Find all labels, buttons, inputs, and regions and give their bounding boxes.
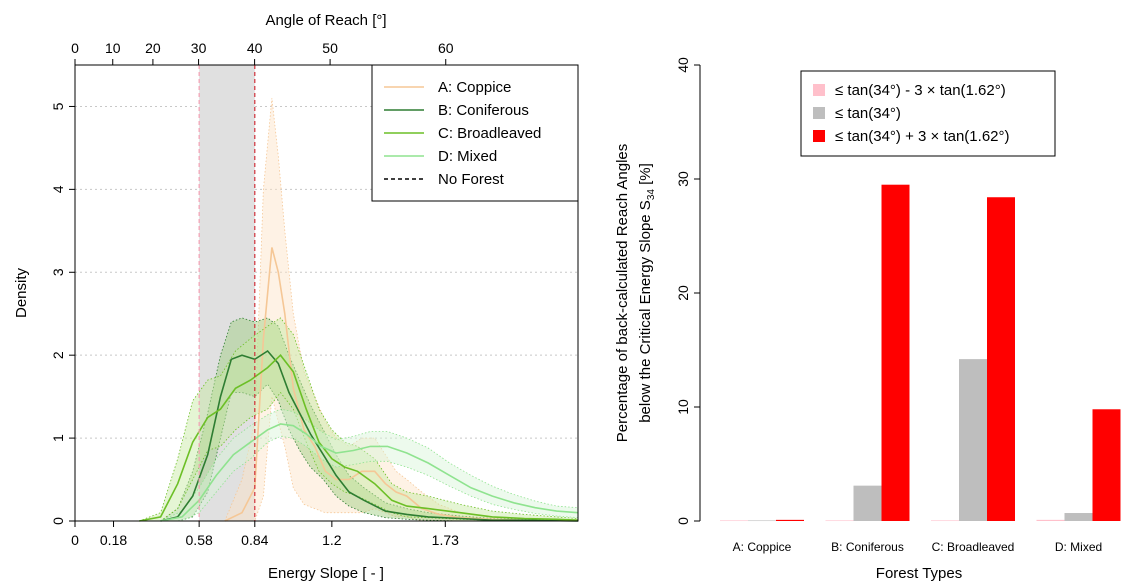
band-lower-edge-1 bbox=[160, 383, 578, 522]
bar-3-2 bbox=[1092, 409, 1121, 521]
bar-2-2 bbox=[987, 197, 1015, 522]
y-tick-label: 1 bbox=[50, 434, 66, 442]
density-chart: 0 0.18 0.58 0.84 1.2 1.73 0 1 2 3 4 5 0 10 20 30 40 50 6… bbox=[13, 12, 579, 582]
bar-y-axis-title-line1: Percentage of back-calculated Reach Angl… bbox=[614, 144, 631, 443]
bar-y-tick-label: 0 bbox=[675, 517, 691, 525]
bar-chart: 0 10 20 30 40 A: Coppice B: Coniferous C: Broa… bbox=[614, 57, 1121, 582]
category-label: D: Mixed bbox=[1055, 540, 1102, 554]
density-plot-frame bbox=[74, 64, 579, 522]
top-tick-label: 50 bbox=[322, 40, 338, 56]
y-tick-label: 0 bbox=[50, 517, 66, 525]
bar-legend-box bbox=[800, 70, 1056, 157]
x-tick-label: 0.84 bbox=[241, 532, 268, 548]
legend-swatch bbox=[813, 130, 825, 142]
x-tick-label: 0.58 bbox=[186, 532, 213, 548]
top-tick-label: 40 bbox=[247, 40, 263, 56]
top-tick-label: 30 bbox=[191, 40, 207, 56]
x-tick-label: 0.18 bbox=[100, 532, 127, 548]
top-axis: 0 10 20 30 40 50 60 bbox=[71, 40, 454, 65]
legend-label: D: Mixed bbox=[438, 148, 497, 165]
legend-label: ≤ tan(34°) bbox=[835, 105, 901, 122]
top-tick-label: 0 bbox=[71, 40, 79, 56]
confidence-band-3 bbox=[160, 409, 578, 521]
x-tick-label: 0 bbox=[71, 532, 79, 548]
category-label: A: Coppice bbox=[733, 540, 792, 554]
bar-y-tick-label: 30 bbox=[675, 171, 691, 187]
top-tick-label: 10 bbox=[105, 40, 121, 56]
bar-legend: ≤ tan(34°) - 3 × tan(1.62°) ≤ tan(34°) ≤ t… bbox=[800, 70, 1056, 157]
ylabel2-suffix: [%] bbox=[637, 163, 654, 189]
bar-0-1 bbox=[748, 520, 776, 522]
band-upper-edge-2 bbox=[139, 317, 579, 522]
bottom-axis: 0 0.18 0.58 0.84 1.2 1.73 bbox=[71, 521, 459, 548]
legend-label: C: Broadleaved bbox=[438, 125, 541, 142]
y-tick-label: 3 bbox=[50, 268, 66, 276]
x-tick-label: 1.73 bbox=[432, 532, 459, 548]
legend-label: A: Coppice bbox=[438, 79, 511, 96]
legend-swatch bbox=[813, 84, 825, 96]
x-tick-label: 1.2 bbox=[322, 532, 342, 548]
density-legend-entries: A: Coppice B: Coniferous C: Broadleaved D: … bbox=[384, 79, 541, 188]
density-line-3 bbox=[160, 423, 579, 522]
top-tick-label: 60 bbox=[438, 40, 454, 56]
reference-lines bbox=[198, 65, 256, 521]
density-line-2 bbox=[139, 354, 579, 522]
bar-2-1 bbox=[959, 359, 987, 521]
bar-y-tick-label: 10 bbox=[675, 399, 691, 415]
bar-1-1 bbox=[853, 485, 882, 521]
density-line-1 bbox=[160, 349, 579, 522]
density-lines bbox=[139, 247, 579, 522]
band-upper-edge-3 bbox=[160, 408, 579, 522]
y-tick-label: 4 bbox=[50, 185, 66, 193]
density-y-axis-title: Density bbox=[13, 267, 30, 318]
left-axis: 0 1 2 3 4 5 bbox=[50, 102, 75, 525]
y-tick-label: 2 bbox=[50, 351, 66, 359]
bar-y-tick-label: 40 bbox=[675, 57, 691, 73]
bar-left-axis: 0 10 20 30 40 bbox=[675, 57, 701, 525]
bar-x-axis-title: Forest Types bbox=[876, 565, 962, 582]
bar-2-0 bbox=[931, 520, 959, 522]
bar-1-2 bbox=[881, 184, 910, 521]
bar-legend-entries: ≤ tan(34°) - 3 × tan(1.62°) ≤ tan(34°) ≤ t… bbox=[813, 82, 1010, 145]
bar-3-0 bbox=[1036, 519, 1065, 521]
confidence-band-2 bbox=[139, 317, 578, 521]
bar-category-labels: A: Coppice B: Coniferous C: Broadleaved D: … bbox=[733, 540, 1103, 554]
legend-label: ≤ tan(34°) + 3 × tan(1.62°) bbox=[835, 128, 1010, 145]
density-top-axis-title: Angle of Reach [°] bbox=[265, 12, 386, 29]
density-legend: A: Coppice B: Coniferous C: Broadleaved D: … bbox=[371, 64, 579, 202]
category-label: B: Coniferous bbox=[831, 540, 904, 554]
density-gridlines bbox=[75, 105, 578, 439]
density-x-axis-title: Energy Slope [ - ] bbox=[268, 565, 384, 582]
bar-0-0 bbox=[720, 520, 748, 522]
bar-group bbox=[720, 184, 1121, 522]
legend-label: ≤ tan(34°) - 3 × tan(1.62°) bbox=[835, 82, 1006, 99]
ylabel2-subscript: 34 bbox=[646, 189, 657, 201]
bar-0-2 bbox=[776, 519, 804, 521]
category-label: C: Broadleaved bbox=[932, 540, 1015, 554]
ylabel2-main: below the Critical Energy Slope S bbox=[637, 200, 654, 423]
legend-label: No Forest bbox=[438, 171, 505, 188]
bar-y-tick-label: 20 bbox=[675, 285, 691, 301]
bar-3-1 bbox=[1064, 513, 1093, 521]
bar-1-0 bbox=[825, 520, 854, 522]
legend-swatch bbox=[813, 107, 825, 119]
top-tick-label: 20 bbox=[145, 40, 161, 56]
y-tick-label: 5 bbox=[50, 102, 66, 110]
density-line-0 bbox=[224, 247, 525, 522]
legend-label: B: Coniferous bbox=[438, 102, 529, 119]
bar-y-axis-title-line2: below the Critical Energy Slope S34 [%] bbox=[637, 163, 657, 423]
